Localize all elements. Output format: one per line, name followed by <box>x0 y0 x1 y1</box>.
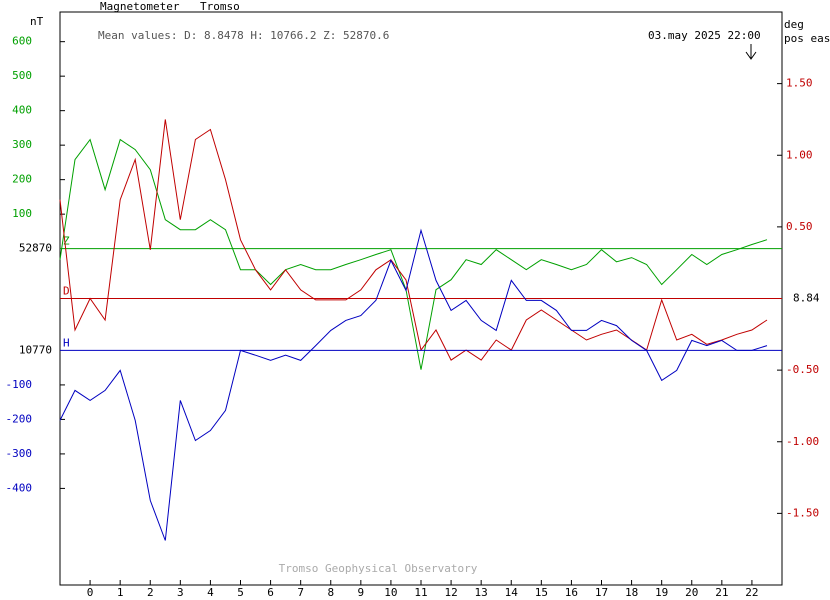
left-unit: nT <box>30 15 44 28</box>
series-letter: D <box>63 285 70 298</box>
y-tick-label: 400 <box>12 104 32 117</box>
y-tick-label: 200 <box>12 173 32 186</box>
station: Tromso <box>200 0 240 13</box>
x-tick-label: 2 <box>147 586 154 599</box>
x-tick-label: 4 <box>207 586 214 599</box>
y2-tick-label: -1.50 <box>786 506 819 519</box>
baseline-label: 10770 <box>19 343 52 356</box>
x-tick-label: 21 <box>715 586 728 599</box>
x-tick-label: 7 <box>297 586 304 599</box>
x-tick-label: 5 <box>237 586 244 599</box>
y-tick-label: 100 <box>12 207 32 220</box>
x-tick-label: 11 <box>414 586 427 599</box>
series-line <box>59 138 768 370</box>
y2-tick-label: 1.50 <box>786 77 813 90</box>
y-tick-label: 500 <box>12 69 32 82</box>
x-tick-label: 0 <box>87 586 94 599</box>
x-tick-label: 8 <box>327 586 334 599</box>
x-tick-label: 12 <box>444 586 457 599</box>
series-letter: H <box>63 336 70 349</box>
y2-tick-label: 1.00 <box>786 148 813 161</box>
y-tick-label: -200 <box>6 412 33 425</box>
baseline-label: 52870 <box>19 242 52 255</box>
x-tick-label: 19 <box>655 586 668 599</box>
x-tick-label: 15 <box>535 586 548 599</box>
x-tick-label: 18 <box>625 586 638 599</box>
time-arrow <box>745 44 757 60</box>
footer: Tromso Geophysical Observatory <box>279 562 478 575</box>
y2-tick-label: 0.50 <box>786 220 813 233</box>
y2-tick-label: -1.00 <box>786 435 819 448</box>
y-tick-label: -300 <box>6 447 33 460</box>
timestamp: 03.may 2025 22:00 <box>648 29 761 42</box>
x-tick-label: 22 <box>745 586 758 599</box>
x-tick-label: 16 <box>565 586 578 599</box>
x-tick-label: 6 <box>267 586 274 599</box>
series-letter: Z <box>63 235 70 248</box>
series-line <box>59 119 768 361</box>
y-tick-label: 600 <box>12 35 32 48</box>
right-unit-note: pos east <box>784 32 830 45</box>
y2-tick-label: -0.50 <box>786 363 819 376</box>
x-tick-label: 9 <box>358 586 365 599</box>
x-tick-label: 17 <box>595 586 608 599</box>
x-tick-label: 13 <box>475 586 488 599</box>
x-tick-label: 14 <box>505 586 519 599</box>
y-tick-label: -100 <box>6 378 33 391</box>
x-tick-label: 1 <box>117 586 124 599</box>
chart-title: Magnetometer <box>100 0 180 13</box>
y-tick-label: 300 <box>12 138 32 151</box>
baseline-label: 8.84 <box>793 292 820 305</box>
x-tick-label: 20 <box>685 586 698 599</box>
mean-values: Mean values: D: 8.8478 H: 10766.2 Z: 528… <box>98 29 389 42</box>
x-tick-label: 10 <box>384 586 397 599</box>
x-tick-label: 3 <box>177 586 184 599</box>
right-unit: deg <box>784 18 804 31</box>
series-line <box>59 228 768 541</box>
y-tick-label: -400 <box>6 481 33 494</box>
